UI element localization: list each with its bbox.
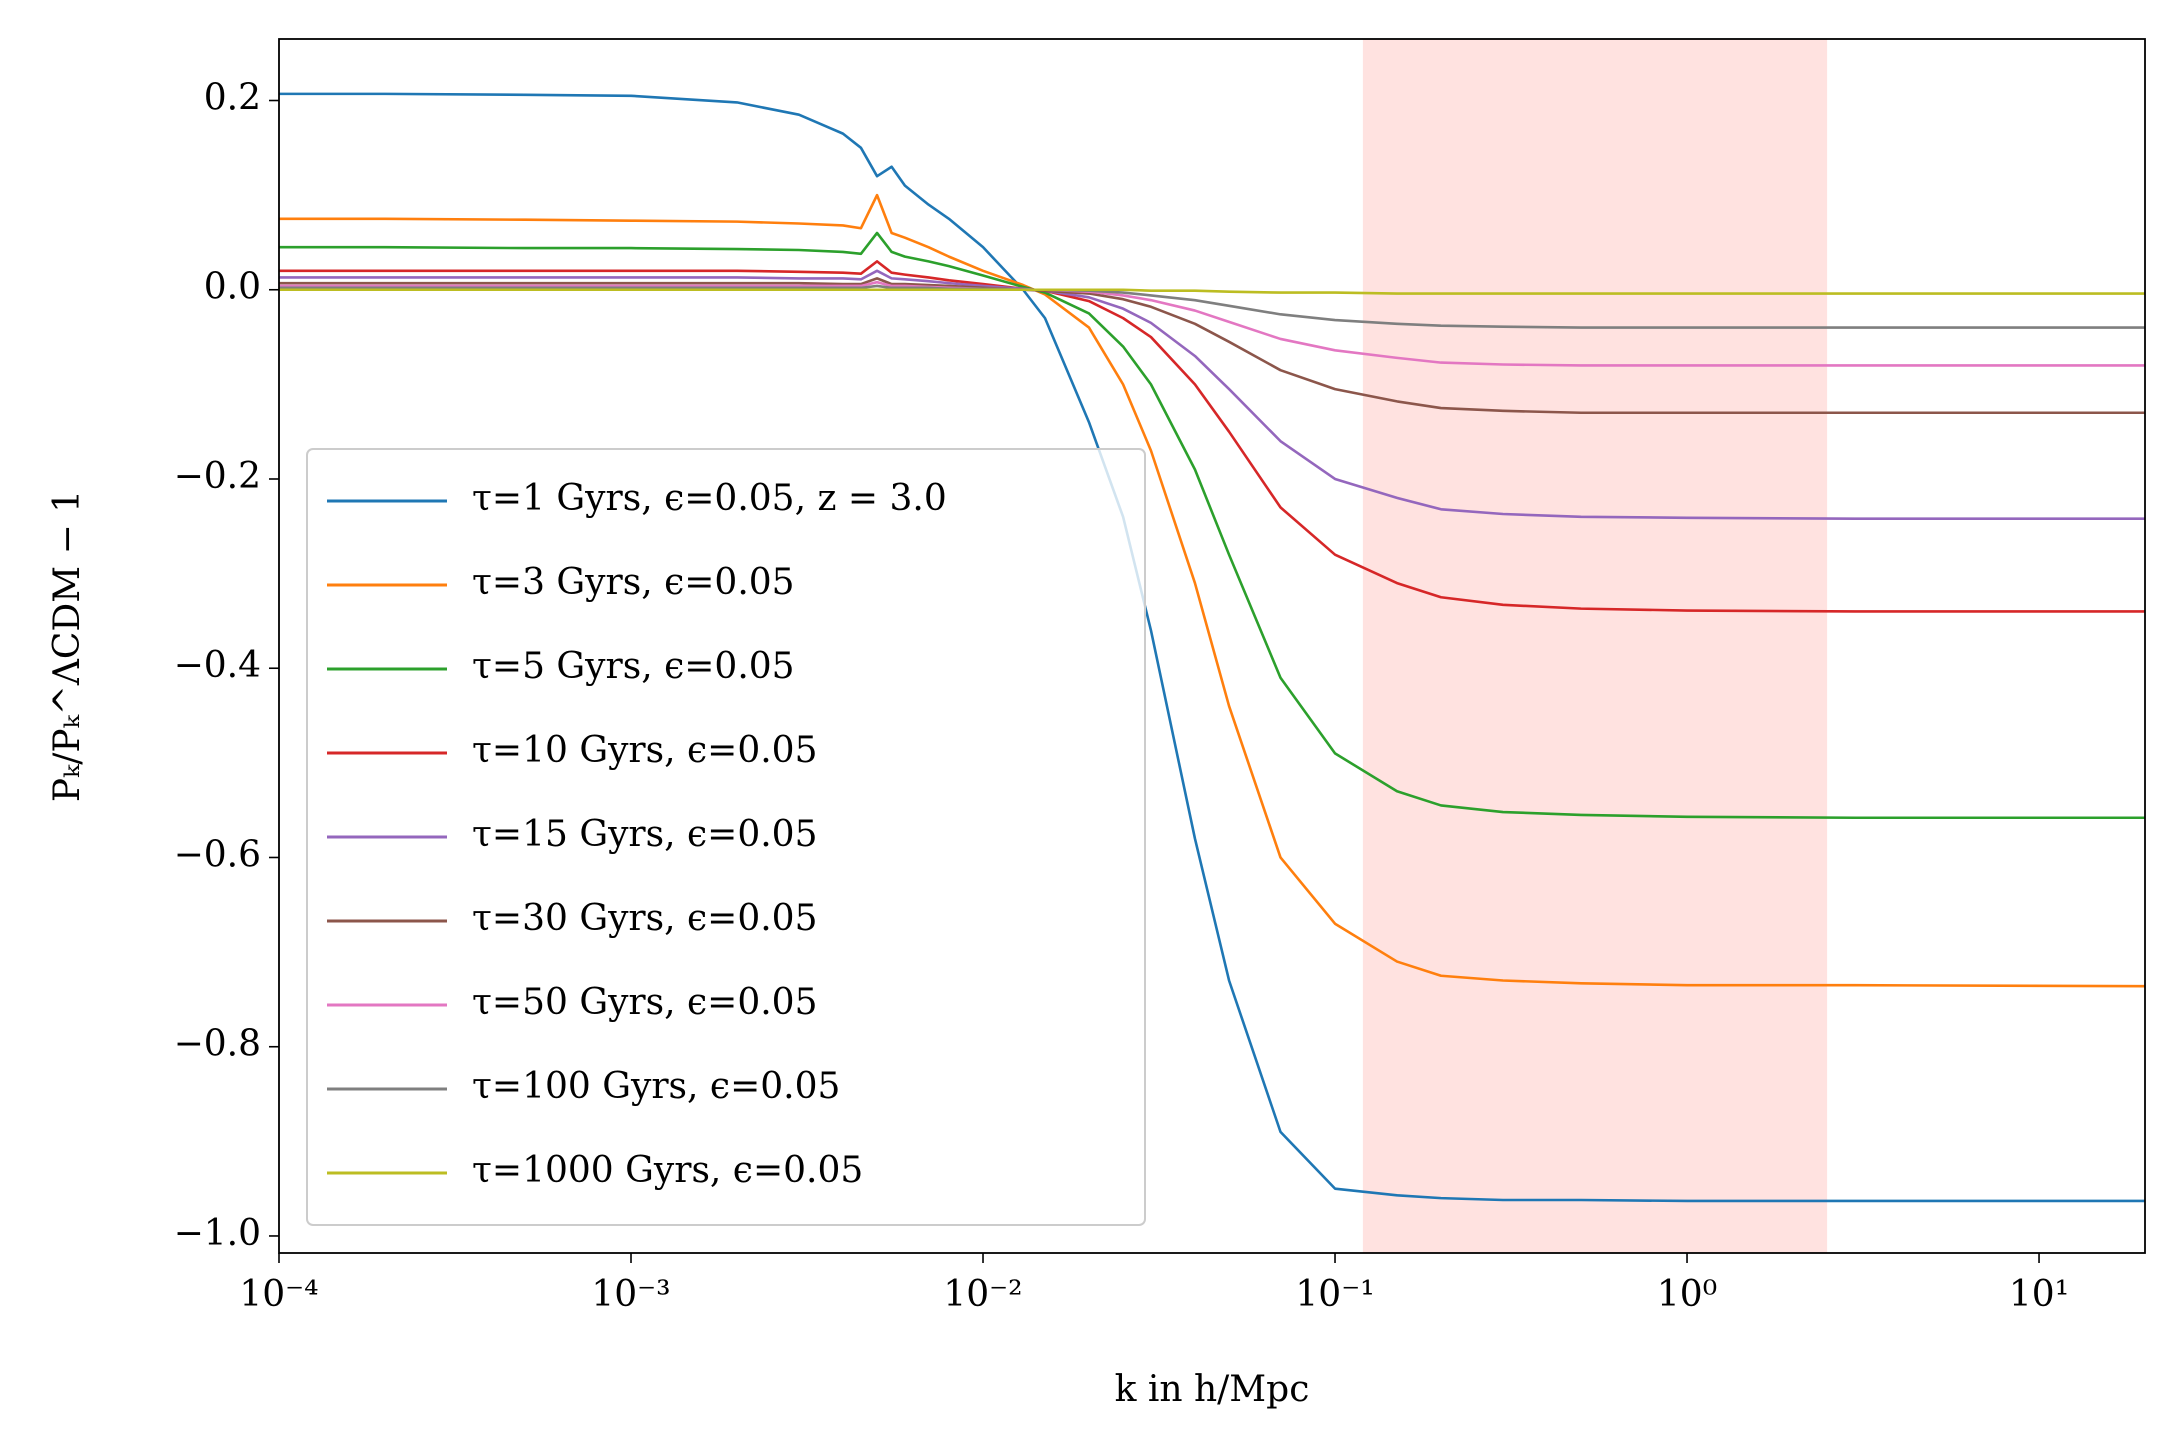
plot-area (279, 39, 2146, 1253)
y-tick-label: −0.6 (174, 834, 261, 875)
series-line (279, 92, 2145, 1203)
y-tick-label: −0.8 (174, 1024, 261, 1065)
y-tick-label: 0.0 (204, 267, 261, 308)
legend-label: τ=15 Gyrs, ϵ=0.05 (472, 814, 817, 855)
shaded-span (1362, 39, 1828, 1253)
y-tick-label: −1.0 (174, 1213, 261, 1254)
x-tick-label: 10⁻⁴ (239, 1274, 318, 1315)
x-tick-label: 10⁻¹ (1295, 1274, 1374, 1315)
legend-box (306, 448, 1146, 1226)
x-tick-label: 10⁻² (943, 1274, 1022, 1315)
x-tick-label: 10¹ (2009, 1274, 2069, 1315)
x-tick-label: 10⁰ (1657, 1274, 1717, 1315)
legend-label: τ=30 Gyrs, ϵ=0.05 (472, 898, 817, 939)
legend-label: τ=100 Gyrs, ϵ=0.05 (472, 1066, 840, 1107)
x-axis-label: k in h/Mpc (1115, 1369, 1310, 1410)
y-tick-label: −0.4 (174, 645, 261, 686)
series-line (279, 288, 2145, 295)
y-tick-label: 0.2 (204, 78, 261, 119)
legend-label: τ=5 Gyrs, ϵ=0.05 (472, 646, 795, 687)
legend-label: τ=1000 Gyrs, ϵ=0.05 (472, 1150, 863, 1191)
legend-label: τ=10 Gyrs, ϵ=0.05 (472, 730, 817, 771)
series-line (279, 277, 2145, 415)
x-tick-label: 10⁻³ (591, 1274, 670, 1315)
legend-label: τ=3 Gyrs, ϵ=0.05 (472, 562, 795, 603)
y-axis-label: Pₖ/Pₖ^ΛCDM − 1 (47, 490, 88, 802)
plot-frame (278, 38, 2146, 1254)
y-tick-label: −0.2 (174, 456, 261, 497)
legend-label: τ=1 Gyrs, ϵ=0.05, z = 3.0 (472, 478, 947, 519)
legend-label: τ=50 Gyrs, ϵ=0.05 (472, 982, 817, 1023)
